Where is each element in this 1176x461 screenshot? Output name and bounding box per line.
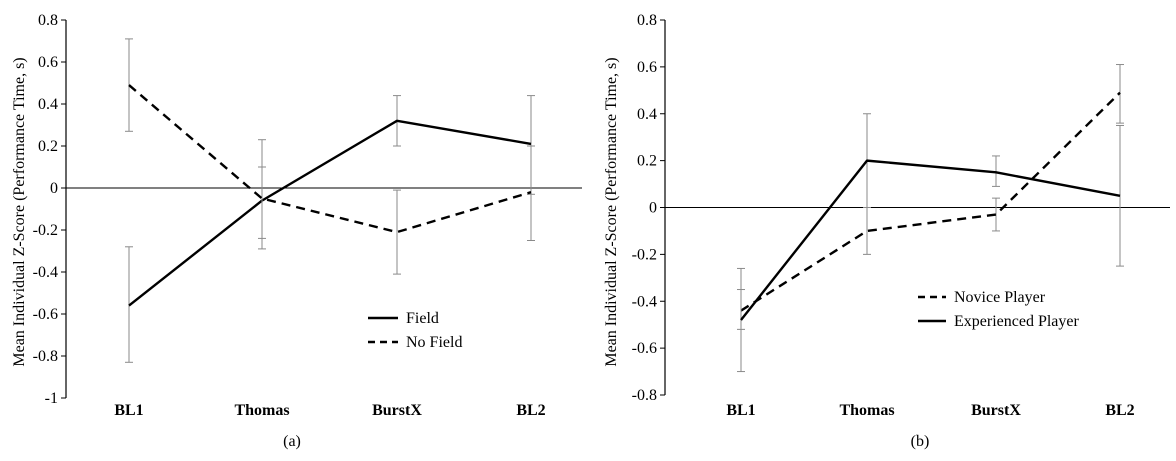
y-tick-label: 0.2 (637, 153, 657, 170)
x-category-label: Thomas (234, 402, 289, 419)
y-tick-label: 0.4 (38, 96, 58, 113)
x-category-label: BurstX (971, 402, 1021, 419)
x-category-label: BL1 (114, 402, 143, 419)
series-line-novice-player (740, 91, 1121, 312)
y-tick-label: -0.4 (33, 264, 58, 281)
y-tick-label: 0.6 (637, 59, 657, 76)
x-category-label: BL2 (516, 402, 545, 419)
x-category-label: BurstX (372, 402, 422, 419)
series-line-no-field (128, 84, 532, 234)
y-tick-label: 0.4 (637, 106, 657, 123)
panel-label: (b) (911, 433, 930, 450)
series-line-experienced-player (740, 159, 1121, 321)
y-tick-label: 0 (50, 180, 58, 197)
y-tick-label: -0.8 (33, 348, 58, 365)
y-tick-label: -0.6 (33, 306, 58, 323)
y-tick-label: -0.8 (632, 387, 657, 404)
legend-label: Novice Player (954, 289, 1046, 306)
y-tick-label: -1 (45, 390, 58, 407)
y-tick-label: 0.8 (38, 12, 58, 29)
series-line-field (128, 119, 532, 307)
y-tick-label: 0.2 (38, 138, 58, 155)
x-category-label: BL1 (726, 402, 755, 419)
x-category-label: BL2 (1105, 402, 1134, 419)
legend: Field No Field (368, 310, 462, 351)
legend-label: No Field (406, 334, 462, 351)
x-category-label: Thomas (839, 402, 894, 419)
legend-label: Experienced Player (954, 313, 1080, 330)
y-tick-label: -0.2 (33, 222, 58, 239)
y-tick-label: 0.6 (38, 54, 58, 71)
y-tick-label: -0.6 (632, 340, 657, 357)
y-tick-label: 0.8 (637, 12, 657, 29)
y-tick-label: 0 (649, 200, 657, 217)
y-axis-title: Mean Individual Z-Score (Performance Tim… (603, 57, 620, 366)
chart-panel-b: 0.8 0.6 0.4 0.2 0 -0.2 -0.4 -0.6 -0.8 Mean Indivi… (603, 12, 1170, 450)
y-tick-label: -0.2 (632, 246, 657, 263)
y-axis-title: Mean Individual Z-Score (Performance Tim… (11, 57, 28, 366)
panel-label: (a) (283, 433, 301, 450)
legend: Novice Player Experienced Player (918, 289, 1080, 330)
chart-panel-a: 0.8 0.6 0.4 0.2 0 -0.2 -0.4 -0.6 -0.8 -1 Mean Indi… (11, 12, 582, 450)
legend-label: Field (406, 310, 439, 327)
y-tick-label: -0.4 (632, 293, 657, 310)
